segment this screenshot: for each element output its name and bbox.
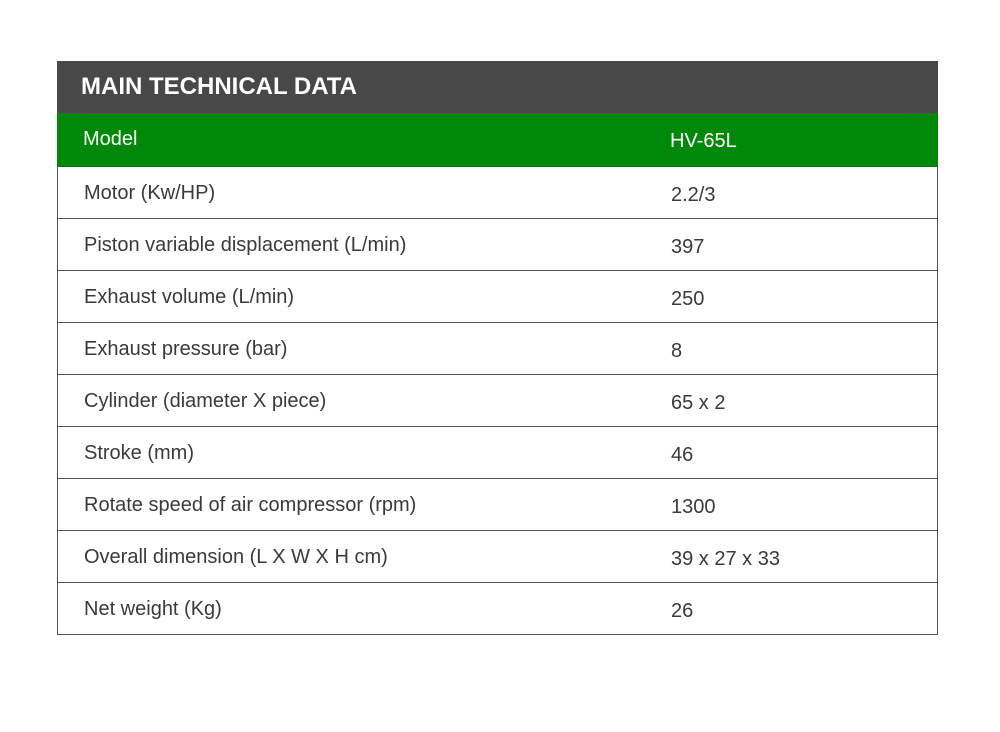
technical-data-table: MAIN TECHNICAL DATA Model HV-65L Motor (…	[57, 61, 938, 635]
table-row: Cylinder (diameter X piece) 65 x 2	[57, 375, 938, 427]
row-value: 1300	[671, 496, 716, 518]
row-value: 397	[671, 236, 705, 258]
table-row: Piston variable displacement (L/min) 397	[57, 219, 938, 271]
row-label: Motor (Kw/HP)	[84, 182, 216, 204]
table-title: MAIN TECHNICAL DATA	[57, 61, 938, 113]
model-label: Model	[83, 128, 138, 150]
row-value: 39 x 27 x 33	[671, 548, 780, 570]
table-row: Net weight (Kg) 26	[57, 583, 938, 635]
row-value: 250	[671, 288, 705, 310]
row-value: 26	[671, 600, 694, 622]
row-label: Exhaust pressure (bar)	[84, 338, 288, 360]
table-row: Rotate speed of air compressor (rpm) 130…	[57, 479, 938, 531]
row-label: Net weight (Kg)	[84, 598, 222, 620]
row-value: 46	[671, 444, 694, 466]
table-row: Exhaust volume (L/min) 250	[57, 271, 938, 323]
row-label: Stroke (mm)	[84, 442, 194, 464]
table-row: Exhaust pressure (bar) 8	[57, 323, 938, 375]
row-label: Piston variable displacement (L/min)	[84, 234, 407, 256]
model-value: HV-65L	[670, 130, 737, 152]
table-row: Overall dimension (L X W X H cm) 39 x 27…	[57, 531, 938, 583]
row-value: 8	[671, 340, 683, 362]
row-label: Cylinder (diameter X piece)	[84, 390, 327, 412]
row-label: Rotate speed of air compressor (rpm)	[84, 494, 417, 516]
table-row: Stroke (mm) 46	[57, 427, 938, 479]
row-label: Overall dimension (L X W X H cm)	[84, 546, 388, 568]
model-header-row: Model HV-65L	[57, 113, 938, 167]
table-row: Motor (Kw/HP) 2.2/3	[57, 167, 938, 219]
row-label: Exhaust volume (L/min)	[84, 286, 295, 308]
row-value: 2.2/3	[671, 184, 716, 206]
row-value: 65 x 2	[671, 392, 726, 414]
